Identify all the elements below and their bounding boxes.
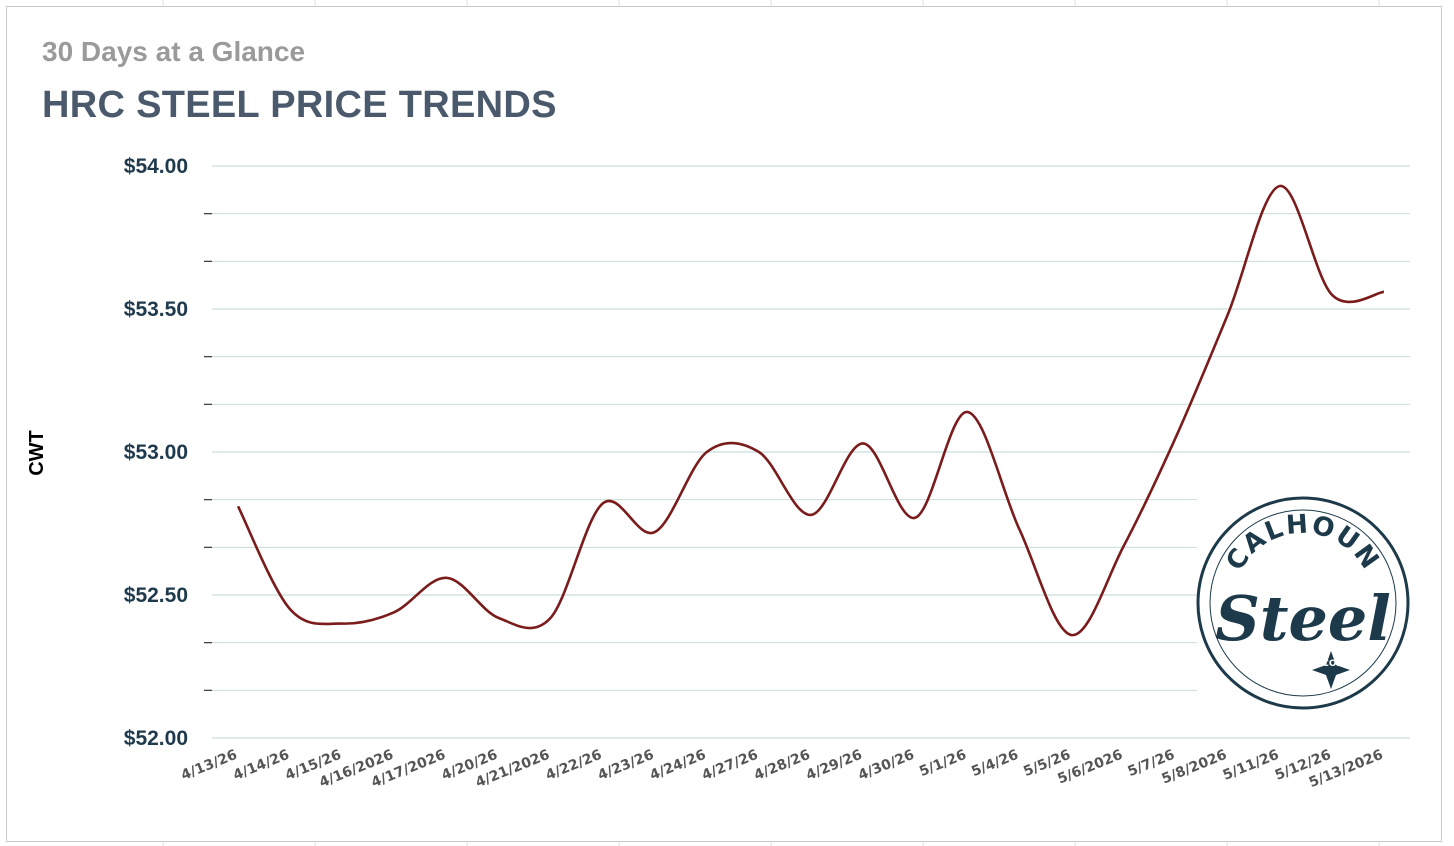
y-tick-label: $52.00 <box>124 727 188 750</box>
x-tick-label: 5/1/26 <box>917 747 969 780</box>
price-series-line <box>236 184 1385 637</box>
x-tick-label: 4/30/26 <box>856 747 917 784</box>
y-tick-label: $52.50 <box>124 584 188 607</box>
x-tick-label: 4/24/26 <box>648 747 709 784</box>
x-tick-label: 4/29/26 <box>804 747 865 784</box>
chart-subtitle: 30 Days at a Glance <box>42 36 306 67</box>
x-axis-ticks: 4/13/264/14/264/15/264/16/20264/17/20264… <box>179 747 1386 791</box>
calhoun-steel-logo: CALHOUN Steel CO. <box>1196 496 1417 713</box>
y-axis-ticks: $52.00 $52.50 $53.00 $53.50 $54.00 <box>124 155 188 750</box>
logo-suffix: CO. <box>1322 659 1339 669</box>
x-tick-label: 4/14/26 <box>231 747 292 784</box>
y-axis-label: CWT <box>26 430 48 476</box>
y-tick-label: $53.00 <box>124 441 188 464</box>
x-tick-label: 5/11/26 <box>1221 747 1282 784</box>
x-tick-label: 4/28/26 <box>752 747 813 784</box>
y-tick-label: $54.00 <box>124 155 188 178</box>
x-tick-label: 4/23/26 <box>596 747 657 784</box>
y-tick-label: $53.50 <box>124 298 188 321</box>
chart-title: HRC STEEL PRICE TRENDS <box>42 84 557 126</box>
logo-script-text: Steel <box>1215 582 1391 655</box>
x-tick-label: 4/13/26 <box>179 747 240 784</box>
x-tick-label: 4/22/26 <box>544 747 605 784</box>
star-icon <box>1312 651 1350 689</box>
x-tick-label: 4/27/26 <box>700 747 761 784</box>
x-tick-label: 5/4/26 <box>969 747 1021 780</box>
